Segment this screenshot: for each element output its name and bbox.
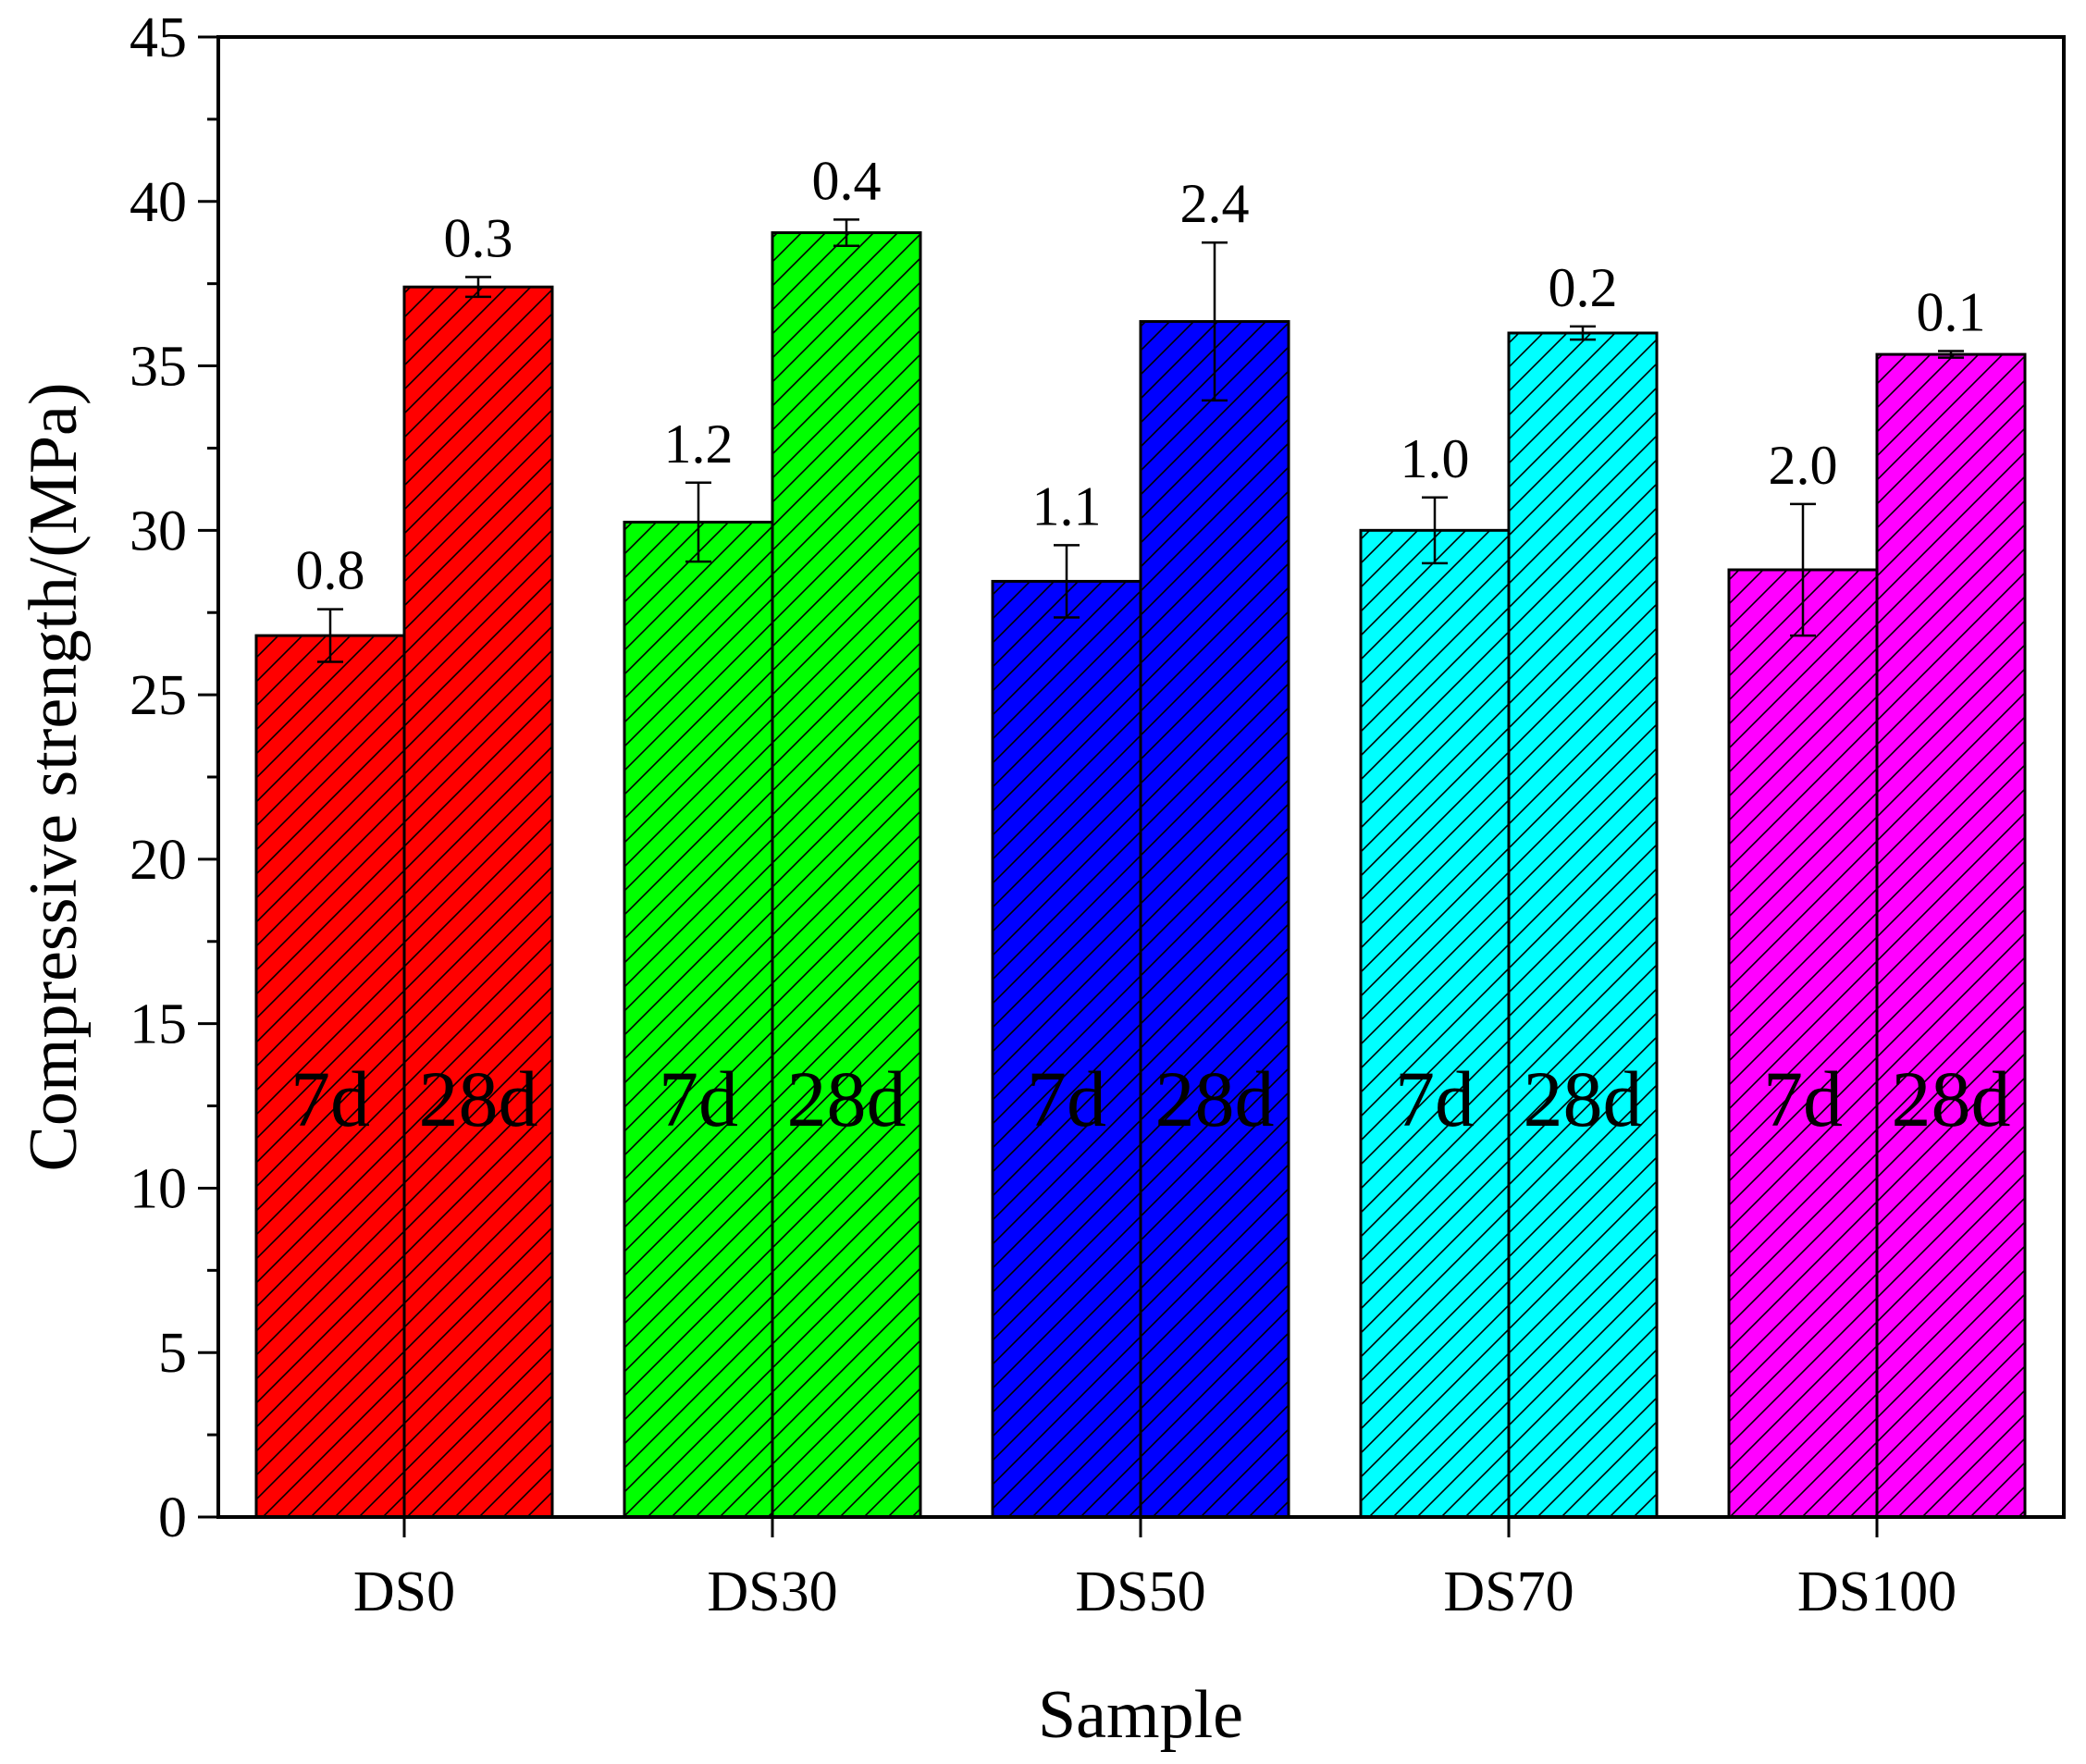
y-tick-label: 0 — [158, 1486, 187, 1549]
y-tick-label: 15 — [130, 993, 187, 1056]
bar-hatch-ds30-28d — [771, 231, 922, 1519]
y-tick-label: 25 — [130, 664, 187, 727]
bar-hatch-ds100-28d — [1875, 352, 2027, 1519]
bar-hatch-ds50-28d — [1139, 320, 1290, 1519]
error-label-ds100-7d: 2.0 — [1769, 435, 1838, 496]
error-label-ds70-28d: 0.2 — [1549, 257, 1618, 318]
x-tick-label-ds70: DS70 — [1443, 1560, 1574, 1623]
bar-hatch-ds100-7d — [1727, 568, 1879, 1519]
bar-hatch-ds70-7d — [1359, 528, 1511, 1519]
bar-series-label-ds100-28d: 28d — [1892, 1055, 2011, 1143]
y-tick-label: 5 — [158, 1322, 187, 1385]
error-label-ds50-28d: 2.4 — [1180, 173, 1250, 234]
error-label-ds30-28d: 0.4 — [812, 150, 882, 211]
bar-hatch-ds0-28d — [402, 285, 554, 1519]
bar-series-label-ds50-7d: 7d — [1027, 1055, 1106, 1143]
y-tick-label: 20 — [130, 829, 187, 892]
bar-series-label-ds0-28d: 28d — [419, 1055, 538, 1143]
x-axis-title: Sample — [1038, 1677, 1243, 1753]
error-label-ds30-7d: 1.2 — [664, 413, 734, 475]
error-label-ds50-7d: 1.1 — [1032, 475, 1102, 537]
x-tick-label-ds0: DS0 — [353, 1560, 455, 1623]
bar-hatch-ds70-28d — [1507, 331, 1659, 1519]
bar-series-label-ds50-28d: 28d — [1155, 1055, 1275, 1143]
error-label-ds0-7d: 0.8 — [296, 540, 365, 601]
x-tick-label-ds50: DS50 — [1075, 1560, 1205, 1623]
y-tick-label: 45 — [130, 6, 187, 69]
x-tick-label-ds30: DS30 — [707, 1560, 837, 1623]
y-axis-title: Compressive strength/(MPa) — [16, 383, 92, 1172]
bar-hatch-ds50-7d — [991, 579, 1142, 1519]
x-tick-label-ds100: DS100 — [1797, 1560, 1956, 1623]
bar-series-label-ds0-7d: 7d — [290, 1055, 370, 1143]
error-label-ds0-28d: 0.3 — [444, 208, 513, 269]
bar-hatch-ds0-7d — [254, 634, 406, 1519]
error-label-ds70-7d: 1.0 — [1401, 428, 1470, 489]
y-tick-label: 10 — [130, 1157, 187, 1220]
bar-series-label-ds100-7d: 7d — [1763, 1055, 1843, 1143]
bar-hatch-ds30-7d — [623, 520, 774, 1519]
y-tick-label: 30 — [130, 500, 187, 562]
bar-series-label-ds30-7d: 7d — [659, 1055, 738, 1143]
bar-series-label-ds70-28d: 28d — [1524, 1055, 1643, 1143]
y-tick-label: 40 — [130, 171, 187, 234]
error-label-ds100-28d: 0.1 — [1917, 282, 1986, 343]
y-tick-label: 35 — [130, 336, 187, 399]
bar-series-label-ds70-7d: 7d — [1395, 1055, 1475, 1143]
bar-series-label-ds30-28d: 28d — [787, 1055, 907, 1143]
